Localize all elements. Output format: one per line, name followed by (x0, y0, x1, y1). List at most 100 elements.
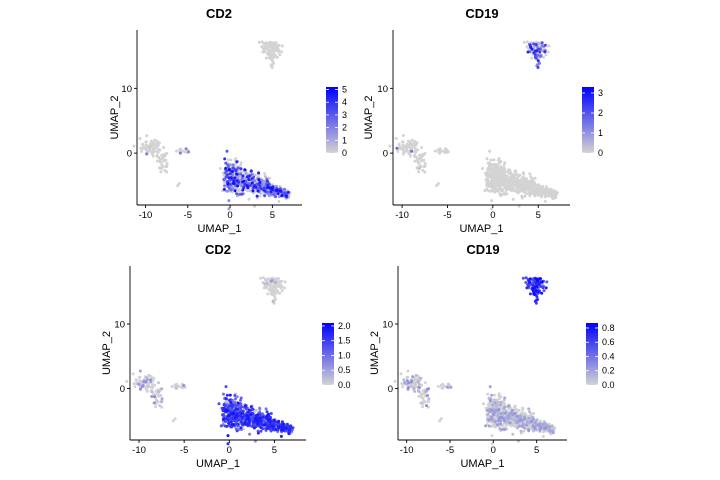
x-axis-label: UMAP_1 (460, 458, 504, 470)
cell-point (501, 188, 505, 192)
cell-point (239, 398, 243, 402)
cell-point (497, 419, 501, 423)
cell-point (221, 413, 225, 417)
cell-point (553, 192, 557, 196)
cell-point (548, 425, 551, 429)
cell-point (540, 280, 544, 284)
cell-point (416, 148, 420, 152)
cell-point (231, 181, 235, 185)
cell-point (170, 385, 174, 388)
cell-point (245, 175, 249, 179)
cell-point (258, 406, 262, 410)
cell-point (533, 185, 537, 189)
cell-point (416, 158, 420, 162)
cell-point (280, 44, 284, 48)
cell-point (406, 375, 410, 379)
cell-point (277, 425, 280, 429)
cell-point (525, 45, 529, 49)
cell-point (414, 150, 418, 154)
x-tick-label: 0 (490, 210, 495, 221)
legend-tick-label: 3 (598, 88, 603, 98)
cell-point (145, 389, 149, 393)
cell-point (247, 178, 251, 181)
cell-point (484, 424, 488, 428)
cell-point (425, 404, 428, 408)
x-tick-label: -5 (180, 445, 188, 456)
color-legend: 2.0 1.5 1.0 0.5 0.0 (322, 321, 351, 390)
cell-point (164, 152, 168, 156)
cell-point (484, 171, 487, 175)
cell-point (223, 420, 227, 423)
cell-point (522, 178, 526, 182)
x-tick-label: 0 (491, 445, 496, 456)
cell-point (240, 176, 244, 180)
cell-point (423, 164, 427, 168)
cell-point (284, 426, 288, 430)
cell-point (257, 178, 261, 181)
cell-point (138, 375, 142, 379)
cell-point (281, 423, 285, 426)
cell-point (229, 401, 233, 405)
cell-point (417, 375, 420, 378)
y-axis-label: UMAP_2 (363, 95, 375, 139)
cell-point (413, 141, 417, 145)
cell-point (271, 290, 275, 294)
cell-point (503, 396, 507, 400)
cell-point (137, 382, 141, 386)
cell-point (240, 170, 244, 174)
cell-point (491, 172, 495, 176)
cell-point (423, 162, 427, 165)
y-axis-label: UMAP_2 (369, 331, 381, 375)
cell-point (246, 422, 250, 426)
cell-point (519, 178, 523, 182)
cell-point (405, 142, 409, 146)
cell-point (224, 397, 228, 401)
cell-point (232, 179, 236, 183)
cell-point (256, 422, 260, 425)
cell-point (443, 384, 446, 388)
cell-point (247, 197, 251, 201)
cell-point (502, 174, 506, 178)
cell-point (542, 430, 545, 434)
cell-point (498, 416, 502, 419)
cell-point (141, 142, 145, 146)
cell-point (272, 54, 276, 58)
cell-point (436, 182, 440, 186)
cell-point (538, 282, 541, 286)
cell-point (497, 169, 501, 173)
legend-tick-label: 4 (342, 97, 347, 107)
cell-point (545, 280, 549, 284)
cell-point (152, 376, 156, 380)
cell-point (520, 424, 524, 428)
cell-point (266, 45, 270, 49)
cell-point (484, 173, 488, 177)
cell-point (539, 54, 543, 58)
cell-point (396, 149, 400, 153)
cell-point (264, 407, 268, 411)
cell-point (437, 150, 441, 154)
cell-point (522, 429, 526, 433)
cell-point (155, 141, 159, 145)
cell-point (152, 401, 156, 405)
cell-point (394, 137, 398, 140)
cell-point (503, 170, 507, 174)
cell-point (271, 424, 275, 428)
cell-point (503, 161, 507, 165)
color-scale-bar (586, 323, 598, 385)
cell-point (233, 403, 237, 407)
cell-point (449, 385, 453, 389)
cell-point (222, 187, 226, 191)
legend-tick-label: 0.8 (602, 323, 615, 333)
cell-point (487, 418, 491, 422)
cell-point (243, 404, 247, 408)
cell-point (513, 411, 517, 415)
cell-point (176, 184, 180, 188)
cell-point (147, 385, 150, 388)
cell-point (427, 387, 430, 391)
cell-point (263, 194, 267, 198)
cell-point (234, 416, 237, 420)
cell-point (264, 56, 268, 60)
cell-point (272, 50, 276, 54)
cell-point (535, 277, 539, 281)
cell-point (539, 277, 542, 281)
